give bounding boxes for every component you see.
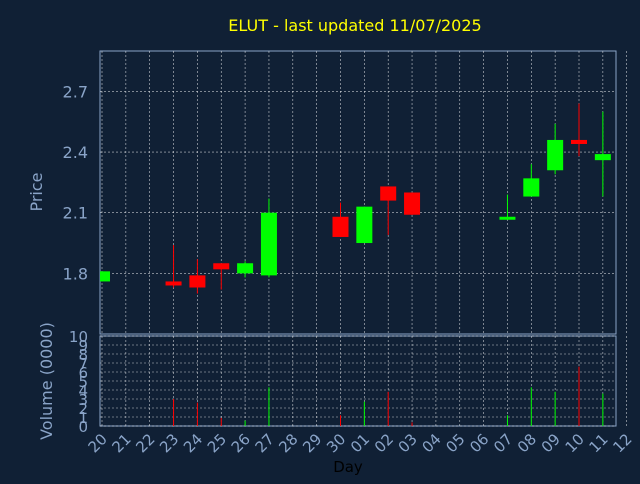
candle-body xyxy=(237,263,254,274)
candle-body xyxy=(380,186,397,201)
candle xyxy=(332,202,349,237)
price-tick-label: 2.4 xyxy=(63,143,88,162)
x-tick-label: 27 xyxy=(252,430,278,456)
price-panel-frame xyxy=(99,50,617,335)
x-axis: 2021222324252627282930010203040506070809… xyxy=(85,430,636,456)
candle-body xyxy=(404,192,421,215)
x-tick-label: 25 xyxy=(204,430,230,456)
volume-tick-label: 7 xyxy=(78,355,88,373)
x-tick-label: 01 xyxy=(347,430,373,456)
candle xyxy=(380,186,397,235)
chart-title: ELUT - last updated 11/07/2025 xyxy=(228,16,481,35)
candle xyxy=(594,111,611,197)
x-tick-label: 29 xyxy=(299,430,325,456)
volume-tick-label: 8 xyxy=(78,346,88,364)
x-tick-label: 28 xyxy=(275,430,301,456)
price-panel: 1.8 2.1 2.4 2.7 xyxy=(63,50,628,335)
volume-tick-label: 10 xyxy=(69,328,88,346)
x-tick-label: 26 xyxy=(228,430,254,456)
candle-body xyxy=(523,178,540,197)
x-tick-label: 21 xyxy=(108,430,134,456)
candle-body xyxy=(499,216,516,220)
x-tick-label: 30 xyxy=(323,430,349,456)
candle xyxy=(571,103,587,157)
price-tick-label: 2.1 xyxy=(63,204,88,223)
candle-body xyxy=(594,154,611,161)
volume-tick-label: 4 xyxy=(78,382,88,400)
candle xyxy=(547,123,564,175)
x-tick-label: 06 xyxy=(466,430,492,456)
x-tick-label: 23 xyxy=(156,430,182,456)
volume-axis-label: Volume (0000) xyxy=(37,322,56,440)
candle-body xyxy=(260,212,277,276)
candle xyxy=(189,259,206,294)
candle-body xyxy=(356,206,373,244)
candle-body xyxy=(189,275,206,288)
candle-body xyxy=(571,139,587,144)
x-tick-label: 12 xyxy=(609,430,635,456)
x-tick-label: 20 xyxy=(85,430,111,456)
candle-body xyxy=(213,263,230,270)
candle-body xyxy=(547,139,564,171)
candle-body xyxy=(332,216,349,237)
price-tick-label: 2.7 xyxy=(63,82,88,101)
volume-tick-label: 5 xyxy=(78,373,88,391)
x-tick-label: 10 xyxy=(562,430,588,456)
x-tick-label: 24 xyxy=(180,430,206,456)
x-tick-label: 11 xyxy=(585,430,611,456)
volume-tick-label: 2 xyxy=(78,400,88,418)
volume-tick-label: 9 xyxy=(78,337,88,355)
x-tick-label: 08 xyxy=(514,430,540,456)
x-tick-label: 07 xyxy=(490,430,516,456)
volume-tick-label: 1 xyxy=(78,409,88,427)
candle xyxy=(356,206,373,244)
candle-body xyxy=(165,281,182,286)
candle xyxy=(100,271,110,282)
candle-body xyxy=(100,271,110,282)
x-tick-label: 04 xyxy=(418,430,444,456)
x-tick-label: 22 xyxy=(132,430,158,456)
candle xyxy=(213,263,230,290)
price-tick-label: 1.8 xyxy=(63,264,88,283)
candle xyxy=(499,194,516,220)
x-tick-label: 05 xyxy=(442,430,468,456)
volume-tick-label: 6 xyxy=(78,364,88,382)
price-axis-label: Price xyxy=(27,172,46,211)
candle xyxy=(523,164,540,197)
candle xyxy=(165,245,182,288)
candle xyxy=(237,261,254,278)
x-axis-label: Day xyxy=(333,458,363,476)
x-tick-label: 09 xyxy=(538,430,564,456)
x-tick-label: 03 xyxy=(395,430,421,456)
x-tick-label: 02 xyxy=(371,430,397,456)
volume-tick-label: 3 xyxy=(78,391,88,409)
candle xyxy=(260,198,277,278)
candle xyxy=(404,192,421,215)
volume-tick-label: 0 xyxy=(78,418,88,436)
